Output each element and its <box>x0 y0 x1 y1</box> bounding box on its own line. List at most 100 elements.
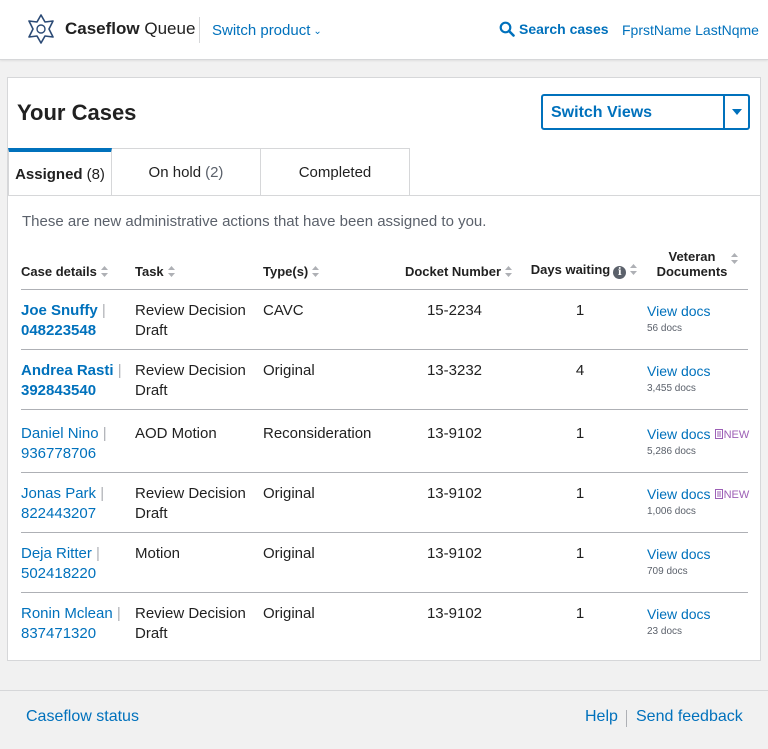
sort-icon[interactable] <box>312 265 320 277</box>
case-link[interactable]: Ronin Mclean <box>21 604 113 622</box>
case-link[interactable]: Andrea Rasti <box>21 361 114 379</box>
sort-icon[interactable] <box>167 265 175 277</box>
days-waiting-cell: 1 <box>521 289 647 350</box>
file-number-link[interactable]: 502418220 <box>21 564 97 582</box>
task-cell: Review Decision Draft <box>135 289 263 350</box>
header-divider <box>199 17 200 43</box>
doc-count: 1,006 docs <box>647 505 696 517</box>
sort-icon[interactable] <box>630 263 638 275</box>
sort-icon[interactable] <box>100 265 108 277</box>
task-cell: Review Decision Draft <box>135 604 246 642</box>
file-number-link[interactable]: 392843540 <box>21 381 97 399</box>
column-veteran-documents[interactable]: Veteran Documents <box>647 244 748 290</box>
case-link[interactable]: Daniel Nino <box>21 424 99 442</box>
file-number-link[interactable]: 936778706 <box>21 444 97 462</box>
tab-assigned-label: Assigned <box>15 165 83 183</box>
search-cases-link[interactable]: Search cases <box>499 21 609 37</box>
switch-product-dropdown[interactable]: Switch product ⌄ <box>212 22 322 39</box>
file-number-link[interactable]: 822443207 <box>21 504 97 522</box>
footer-divider <box>0 690 768 691</box>
column-days-waiting[interactable]: Days waiting i <box>521 244 647 290</box>
documents-cell: View docs 3,455 docs <box>647 349 748 410</box>
tabs-divider <box>8 195 760 196</box>
doc-count: 5,286 docs <box>647 445 696 457</box>
table-row: Andrea Rasti | 392843540 Review Decision D… <box>21 349 748 410</box>
file-number-link[interactable]: 837471320 <box>21 624 97 642</box>
case-tabs: Assigned (8) On hold (2) Completed <box>8 148 410 196</box>
table-row: Joe Snuffy | 048223548 Review Decision Dra… <box>21 289 748 350</box>
tab-assigned[interactable]: Assigned (8) <box>8 148 112 196</box>
switch-views-label: Switch Views <box>551 104 653 121</box>
tab-description: These are new administrative actions tha… <box>22 213 487 230</box>
separator: | <box>102 424 107 442</box>
switch-product-label: Switch product <box>212 22 311 39</box>
page-title: Your Cases <box>17 100 137 125</box>
switch-views-dropdown[interactable]: Switch Views <box>541 94 750 130</box>
switch-views-toggle[interactable] <box>723 96 748 128</box>
case-link[interactable]: Joe Snuffy <box>21 301 98 319</box>
docket-cell: 13-9102 <box>426 604 483 622</box>
new-badge: NEW <box>714 428 749 441</box>
case-link[interactable]: Deja Ritter <box>21 544 92 562</box>
days-waiting-cell: 1 <box>521 472 647 533</box>
search-icon <box>499 21 515 37</box>
docket-cell: 13-3232 <box>396 349 521 410</box>
docket-cell: 15-2234 <box>396 289 521 350</box>
table-header-row: Case details Task Type(s) Docket Number … <box>21 244 748 290</box>
info-icon[interactable]: i <box>613 265 627 279</box>
view-docs-link[interactable]: View docs <box>647 425 711 442</box>
send-feedback-link[interactable]: Send feedback <box>636 708 743 725</box>
app-name[interactable]: Caseflow Queue <box>65 19 195 39</box>
column-case-details[interactable]: Case details <box>21 244 135 290</box>
case-link[interactable]: Jonas Park <box>21 484 97 502</box>
sort-icon[interactable] <box>731 252 739 264</box>
docket-cell: 13-9102 <box>396 409 521 473</box>
new-badge: NEW <box>714 488 749 501</box>
task-cell: Motion <box>135 532 263 593</box>
days-waiting-cell: 1 <box>521 409 647 473</box>
view-docs-link[interactable]: View docs <box>647 302 711 319</box>
case-details-cell: Daniel Nino | 936778706 <box>21 409 135 473</box>
doc-count: 56 docs <box>647 322 683 334</box>
separator: | <box>101 301 106 319</box>
doc-count: 709 docs <box>647 565 688 577</box>
docket-cell: 13-9102 <box>396 532 521 593</box>
document-icon <box>714 428 723 439</box>
column-types[interactable]: Type(s) <box>263 244 396 290</box>
doc-count: 23 docs <box>647 625 683 637</box>
type-cell: Reconsideration <box>263 409 396 473</box>
column-docket-number[interactable]: Docket Number <box>396 244 521 290</box>
view-docs-link[interactable]: View docs <box>647 605 711 622</box>
type-cell: Original <box>263 349 396 410</box>
tab-on-hold-count: (2) <box>205 163 224 181</box>
view-docs-link[interactable]: View docs <box>647 362 711 379</box>
file-number-link[interactable]: 048223548 <box>21 321 97 339</box>
table-row: Deja Ritter | 502418220 Motion Original 1… <box>21 532 748 593</box>
view-docs-link[interactable]: View docs <box>647 545 711 562</box>
docket-cell: 13-9102 <box>396 472 521 533</box>
help-link[interactable]: Help <box>585 708 618 725</box>
case-details-cell: Jonas Park | 822443207 <box>21 472 135 533</box>
case-details-cell: Ronin Mclean | 837471320 <box>21 592 135 656</box>
footer-separator <box>626 710 627 727</box>
days-waiting-cell: 4 <box>521 349 647 410</box>
tab-on-hold-label: On hold <box>148 163 202 181</box>
tab-on-hold[interactable]: On hold (2) <box>112 148 261 196</box>
column-task[interactable]: Task <box>135 244 263 290</box>
user-menu[interactable]: FprstName LastNqme <box>622 22 759 38</box>
tab-assigned-count: (8) <box>86 165 105 183</box>
doc-count: 3,455 docs <box>647 382 696 394</box>
documents-cell: View docs 709 docs <box>647 532 748 593</box>
brand-bold: Caseflow <box>65 19 140 38</box>
table-row: Daniel Nino | 936778706 AOD Motion Recons… <box>21 409 749 473</box>
document-icon <box>714 488 723 499</box>
top-nav-bar: Caseflow Queue Switch product ⌄ Search ca… <box>0 0 768 60</box>
tab-completed[interactable]: Completed <box>260 148 410 196</box>
sort-icon[interactable] <box>505 265 513 277</box>
caseflow-status-link[interactable]: Caseflow status <box>26 708 139 725</box>
veteran-documents-header: Veteran Documents <box>656 248 728 279</box>
view-docs-link[interactable]: View docs <box>647 485 711 502</box>
type-cell: Original <box>263 532 396 593</box>
caret-down-icon <box>731 109 742 115</box>
case-details-cell: Andrea Rasti | 392843540 <box>21 349 135 410</box>
